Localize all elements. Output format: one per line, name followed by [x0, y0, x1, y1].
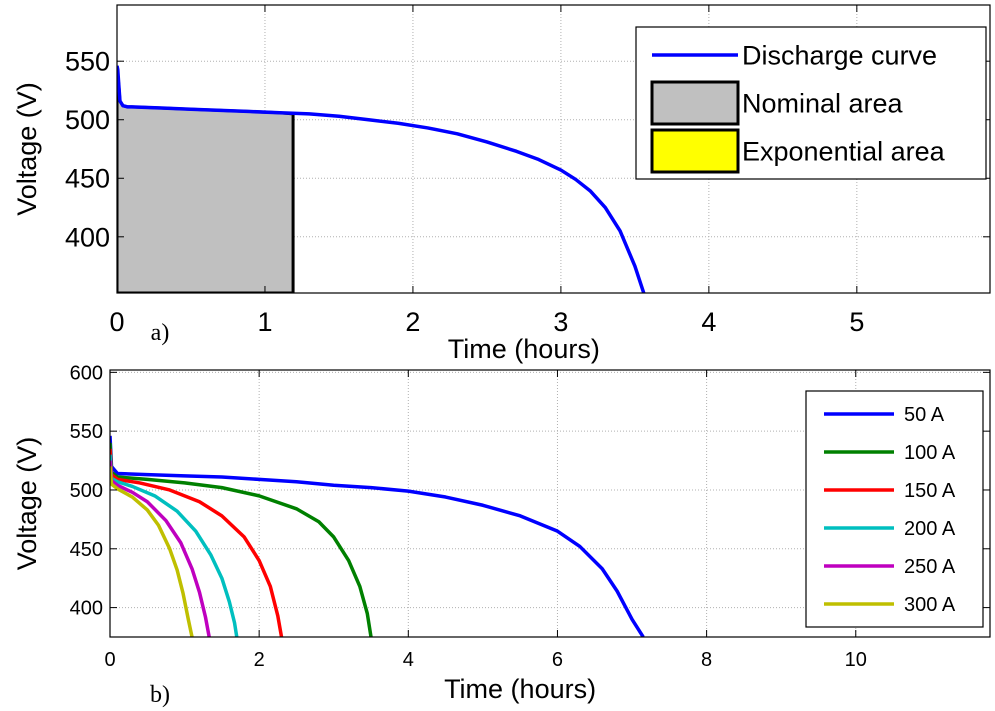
b-legend-box — [805, 390, 984, 628]
a-legend: Discharge curve Nominal area Exponential a… — [635, 26, 987, 180]
a-legend-item-exponential-area: Exponential area — [650, 128, 946, 174]
b-x-tick-label: 6 — [552, 649, 563, 671]
b-y-tick-label: 500 — [70, 480, 103, 502]
b-y-tick-label: 550 — [70, 421, 103, 443]
a-x-tick-label: 3 — [553, 307, 568, 337]
a-series-discharge-curve — [117, 65, 646, 293]
b-legend-label: 200 A — [904, 518, 956, 540]
b-panel-label: b) — [150, 682, 170, 708]
b-x-tick-label: 10 — [845, 649, 867, 671]
b-x-tick-label: 4 — [403, 649, 414, 671]
b-series-200-a — [110, 454, 239, 637]
a-x-tick-label: 2 — [405, 307, 420, 337]
b-legend-label: 100 A — [904, 442, 956, 464]
b-legend-item-50-a: 50 A — [824, 404, 945, 426]
a-y-tick-label: 450 — [65, 164, 110, 194]
b-legend-label: 50 A — [904, 404, 945, 426]
a-legend-label: Discharge curve — [742, 41, 937, 71]
b-legend-label: 150 A — [904, 480, 956, 502]
b-y-tick-label: 600 — [70, 362, 103, 384]
b-series-100-a — [110, 442, 373, 637]
b-legend-item-150-a: 150 A — [824, 480, 956, 502]
a-legend-label: Nominal area — [742, 89, 904, 119]
a-y-tick-label: 400 — [65, 222, 110, 252]
a-x-tick-label: 5 — [849, 307, 864, 337]
b-legend-item-250-a: 250 A — [824, 556, 956, 578]
a-panel-label: a) — [151, 320, 170, 346]
a-legend-label: Exponential area — [742, 137, 946, 167]
b-x-tick-label: 8 — [701, 649, 712, 671]
a-legend-swatch — [650, 128, 740, 174]
b-axes-frame — [109, 369, 991, 638]
a-legend-item-discharge-curve: Discharge curve — [652, 41, 937, 71]
b-series-250-a — [110, 460, 211, 637]
b-series-50-a — [110, 435, 645, 637]
chart-panel-b: 0 2 4 6 8 10 400 450 500 550 600 Time (hours) Voltag… — [12, 362, 991, 708]
a-axes-frame — [116, 4, 991, 294]
b-x-tick-label: 2 — [254, 649, 265, 671]
a-y-axis-label: Voltage (V) — [12, 82, 42, 216]
a-y-tick-label: 500 — [65, 105, 110, 135]
a-legend-swatch — [650, 80, 740, 126]
chart-panel-a: 0 1 2 3 4 5 400 450 500 550 Time (hours) Voltage (V… — [12, 4, 991, 364]
b-legend-item-200-a: 200 A — [824, 518, 956, 540]
a-series-layer — [117, 65, 646, 293]
b-x-tick-label: 0 — [104, 649, 115, 671]
b-series-300-a — [110, 466, 194, 637]
b-series-layer — [110, 435, 645, 637]
b-series-150-a — [110, 448, 284, 637]
b-legend-label: 300 A — [904, 594, 956, 616]
a-x-axis-label: Time (hours) — [448, 334, 600, 364]
a-x-tick-label: 4 — [701, 307, 716, 337]
a-x-tick-label: 0 — [109, 307, 124, 337]
b-y-tick-label: 450 — [70, 539, 103, 561]
b-y-tick-label: 400 — [70, 598, 103, 620]
b-y-axis-label: Voltage (V) — [12, 437, 42, 571]
b-legend-label: 250 A — [904, 556, 956, 578]
b-legend-item-100-a: 100 A — [824, 442, 956, 464]
a-legend-item-nominal-area: Nominal area — [650, 80, 904, 126]
a-x-tick-label: 1 — [257, 307, 272, 337]
b-legend-item-300-a: 300 A — [824, 594, 956, 616]
b-legend: 50 A 100 A 150 A 200 A 250 A 300 A — [805, 390, 984, 628]
a-y-tick-label: 550 — [65, 47, 110, 77]
b-x-axis-label: Time (hours) — [444, 674, 596, 704]
